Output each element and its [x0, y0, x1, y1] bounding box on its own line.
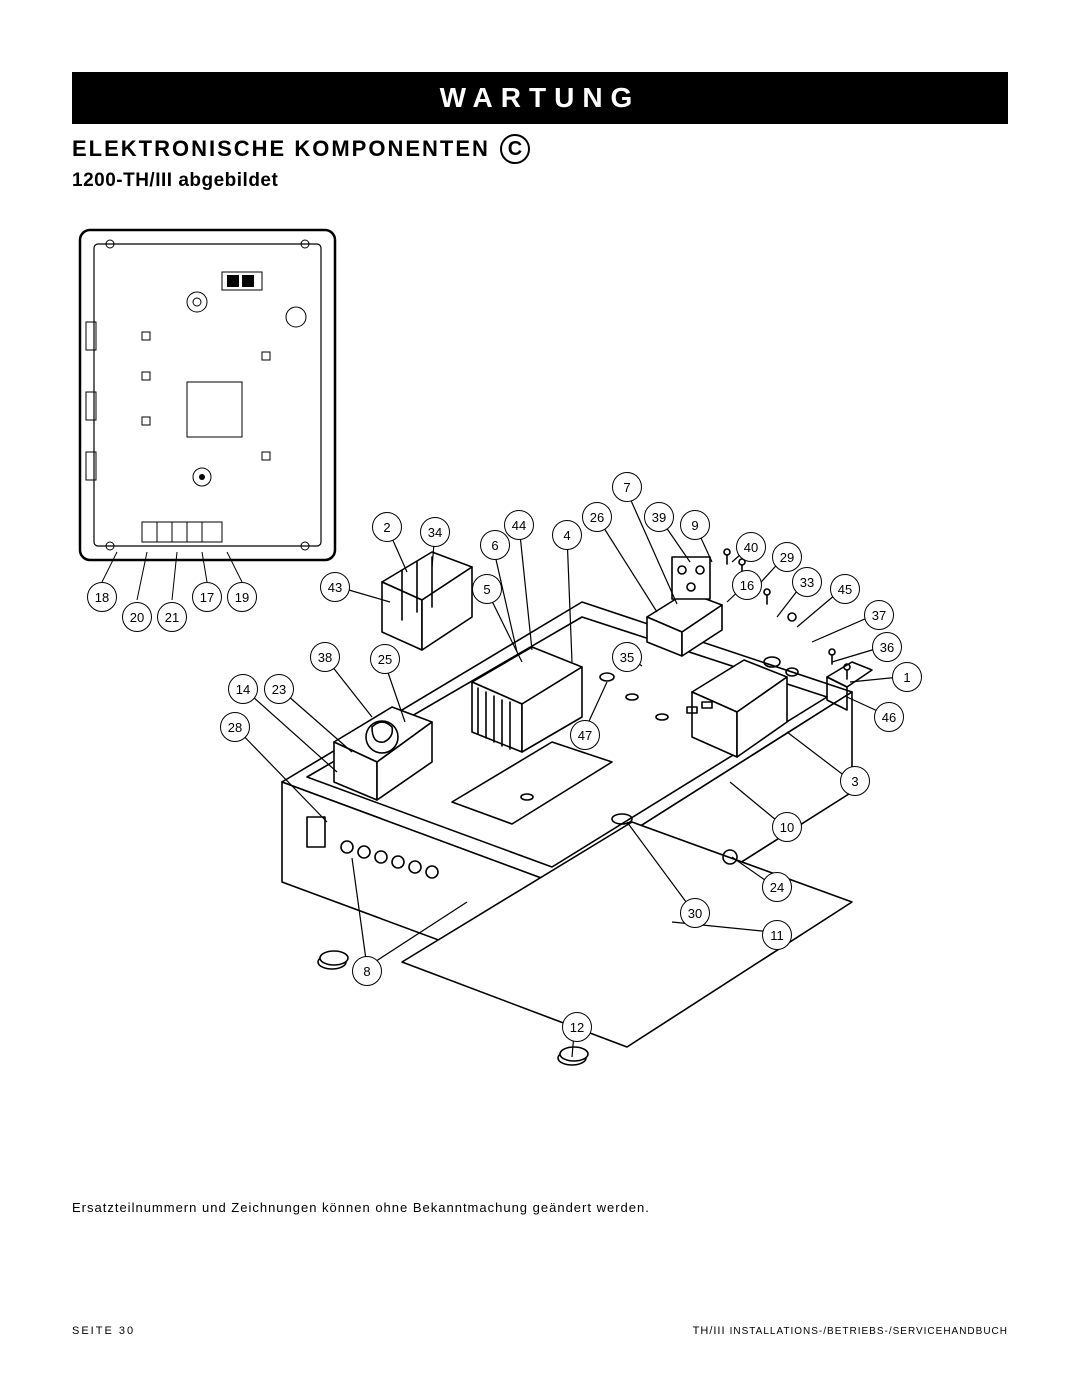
- main-exploded-drawing: [72, 222, 1008, 1192]
- footer-page-number: 30: [119, 1325, 135, 1337]
- callout-8: 8: [352, 956, 382, 986]
- callout-5: 5: [472, 574, 502, 604]
- callout-23: 23: [264, 674, 294, 704]
- callout-12: 12: [562, 1012, 592, 1042]
- section-heading: ELEKTRONISCHE KOMPONENTEN C: [72, 134, 1008, 164]
- callout-37: 37: [864, 600, 894, 630]
- callout-10: 10: [772, 812, 802, 842]
- diagram-area: 1820211719234644426739940291633453736146…: [72, 222, 1008, 1192]
- callout-39: 39: [644, 502, 674, 532]
- callout-20: 20: [122, 602, 152, 632]
- callout-6: 6: [480, 530, 510, 560]
- callout-33: 33: [792, 567, 822, 597]
- callout-7: 7: [612, 472, 642, 502]
- footer-doc-prefix: TH/III: [693, 1325, 726, 1337]
- callout-18: 18: [87, 582, 117, 612]
- callout-3: 3: [840, 766, 870, 796]
- footer-doc-title: INSTALLATIONS-/BETRIEBS-/SERVICEHANDBUCH: [730, 1326, 1008, 1337]
- page-footer: SEITE 30 TH/III INSTALLATIONS-/BETRIEBS-…: [72, 1325, 1008, 1337]
- banner-title: WARTUNG: [72, 72, 1008, 124]
- callout-36: 36: [872, 632, 902, 662]
- callout-46: 46: [874, 702, 904, 732]
- footer-page-label: SEITE: [72, 1325, 114, 1337]
- callout-24: 24: [762, 872, 792, 902]
- callout-11: 11: [762, 920, 792, 950]
- callout-28: 28: [220, 712, 250, 742]
- footnote: Ersatzteilnummern und Zeichnungen können…: [72, 1200, 1008, 1215]
- callout-29: 29: [772, 542, 802, 572]
- callout-16: 16: [732, 570, 762, 600]
- callout-14: 14: [228, 674, 258, 704]
- callout-21: 21: [157, 602, 187, 632]
- callout-9: 9: [680, 510, 710, 540]
- callout-1: 1: [892, 662, 922, 692]
- callout-19: 19: [227, 582, 257, 612]
- section-badge-c: C: [500, 134, 530, 164]
- callout-43: 43: [320, 572, 350, 602]
- callout-2: 2: [372, 512, 402, 542]
- callout-45: 45: [830, 574, 860, 604]
- callout-44: 44: [504, 510, 534, 540]
- callout-38: 38: [310, 642, 340, 672]
- callout-35: 35: [612, 642, 642, 672]
- callout-30: 30: [680, 898, 710, 928]
- callout-47: 47: [570, 720, 600, 750]
- subtitle: 1200-TH/III abgebildet: [72, 170, 1008, 192]
- callout-4: 4: [552, 520, 582, 550]
- callout-40: 40: [736, 532, 766, 562]
- callout-25: 25: [370, 644, 400, 674]
- callout-26: 26: [582, 502, 612, 532]
- callout-34: 34: [420, 517, 450, 547]
- callout-17: 17: [192, 582, 222, 612]
- section-title-text: ELEKTRONISCHE KOMPONENTEN: [72, 136, 490, 162]
